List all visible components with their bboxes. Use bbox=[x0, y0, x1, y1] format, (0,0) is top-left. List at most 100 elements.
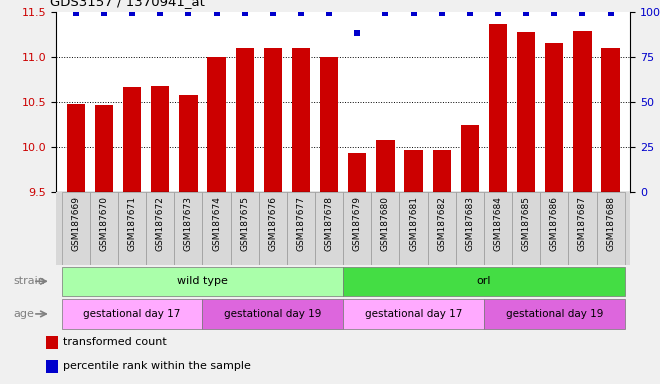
Point bbox=[436, 10, 447, 17]
Bar bbox=[597, 192, 624, 265]
Text: GSM187672: GSM187672 bbox=[156, 196, 165, 250]
Bar bbox=[264, 48, 282, 192]
Bar bbox=[343, 266, 624, 296]
Bar bbox=[259, 192, 287, 265]
Text: orl: orl bbox=[477, 276, 491, 286]
Text: GSM187673: GSM187673 bbox=[184, 196, 193, 251]
Text: gestational day 17: gestational day 17 bbox=[365, 309, 462, 319]
Bar bbox=[545, 43, 564, 192]
Bar bbox=[568, 192, 597, 265]
Bar bbox=[489, 24, 507, 192]
Bar bbox=[376, 140, 395, 192]
Bar bbox=[484, 192, 512, 265]
Text: GSM187678: GSM187678 bbox=[325, 196, 333, 251]
Text: GSM187683: GSM187683 bbox=[465, 196, 475, 251]
Bar bbox=[67, 104, 85, 192]
Point bbox=[211, 10, 222, 17]
Text: GSM187676: GSM187676 bbox=[269, 196, 277, 251]
Text: percentile rank within the sample: percentile rank within the sample bbox=[63, 361, 251, 371]
Text: gestational day 19: gestational day 19 bbox=[224, 309, 321, 319]
Point bbox=[267, 10, 278, 17]
Bar bbox=[343, 192, 372, 265]
Bar bbox=[343, 299, 484, 329]
Bar bbox=[484, 299, 624, 329]
Text: GSM187680: GSM187680 bbox=[381, 196, 390, 251]
Bar bbox=[512, 192, 541, 265]
Text: GDS3157 / 1370941_at: GDS3157 / 1370941_at bbox=[50, 0, 205, 8]
Bar bbox=[46, 360, 58, 373]
Bar bbox=[62, 192, 90, 265]
Bar bbox=[230, 192, 259, 265]
Text: gestational day 17: gestational day 17 bbox=[83, 309, 181, 319]
Bar bbox=[399, 192, 428, 265]
Point bbox=[549, 10, 560, 17]
Point bbox=[155, 10, 166, 17]
Bar bbox=[56, 192, 630, 265]
Text: age: age bbox=[13, 309, 34, 319]
Bar bbox=[517, 32, 535, 192]
Bar bbox=[428, 192, 456, 265]
Text: GSM187669: GSM187669 bbox=[71, 196, 81, 251]
Point bbox=[183, 10, 193, 17]
Point bbox=[605, 10, 616, 17]
Bar bbox=[151, 86, 170, 192]
Bar bbox=[203, 192, 230, 265]
Bar bbox=[456, 192, 484, 265]
Bar bbox=[90, 192, 118, 265]
Text: GSM187675: GSM187675 bbox=[240, 196, 249, 251]
Bar bbox=[62, 266, 343, 296]
Text: GSM187670: GSM187670 bbox=[100, 196, 108, 251]
Point bbox=[127, 10, 137, 17]
Bar bbox=[174, 192, 203, 265]
Text: wild type: wild type bbox=[177, 276, 228, 286]
Bar bbox=[203, 299, 343, 329]
Bar bbox=[287, 192, 315, 265]
Bar bbox=[118, 192, 146, 265]
Point bbox=[493, 10, 504, 17]
Text: transformed count: transformed count bbox=[63, 338, 167, 348]
Text: GSM187682: GSM187682 bbox=[437, 196, 446, 250]
Text: GSM187684: GSM187684 bbox=[494, 196, 502, 250]
Bar bbox=[601, 48, 620, 192]
Text: GSM187685: GSM187685 bbox=[521, 196, 531, 251]
Bar bbox=[574, 31, 591, 192]
Bar bbox=[292, 48, 310, 192]
Bar bbox=[62, 299, 203, 329]
Point bbox=[409, 10, 419, 17]
Point bbox=[577, 10, 588, 17]
Text: GSM187686: GSM187686 bbox=[550, 196, 559, 251]
Bar bbox=[348, 153, 366, 192]
Bar bbox=[180, 94, 197, 192]
Bar bbox=[432, 151, 451, 192]
Bar bbox=[95, 105, 113, 192]
Bar bbox=[461, 125, 479, 192]
Bar bbox=[46, 336, 58, 349]
Text: GSM187679: GSM187679 bbox=[353, 196, 362, 251]
Point bbox=[240, 10, 250, 17]
Point bbox=[352, 30, 362, 36]
Bar bbox=[236, 48, 254, 192]
Point bbox=[465, 10, 475, 17]
Text: GSM187674: GSM187674 bbox=[212, 196, 221, 250]
Bar bbox=[405, 151, 422, 192]
Bar bbox=[146, 192, 174, 265]
Text: GSM187681: GSM187681 bbox=[409, 196, 418, 251]
Bar bbox=[315, 192, 343, 265]
Point bbox=[324, 10, 335, 17]
Point bbox=[99, 10, 110, 17]
Text: strain: strain bbox=[13, 276, 45, 286]
Bar bbox=[372, 192, 399, 265]
Text: gestational day 19: gestational day 19 bbox=[506, 309, 603, 319]
Bar bbox=[541, 192, 568, 265]
Bar bbox=[320, 56, 339, 192]
Point bbox=[521, 10, 531, 17]
Point bbox=[71, 10, 81, 17]
Point bbox=[380, 10, 391, 17]
Text: GSM187671: GSM187671 bbox=[127, 196, 137, 251]
Text: GSM187688: GSM187688 bbox=[606, 196, 615, 251]
Point bbox=[296, 10, 306, 17]
Text: GSM187677: GSM187677 bbox=[296, 196, 306, 251]
Text: GSM187687: GSM187687 bbox=[578, 196, 587, 251]
Bar bbox=[207, 56, 226, 192]
Bar bbox=[123, 87, 141, 192]
